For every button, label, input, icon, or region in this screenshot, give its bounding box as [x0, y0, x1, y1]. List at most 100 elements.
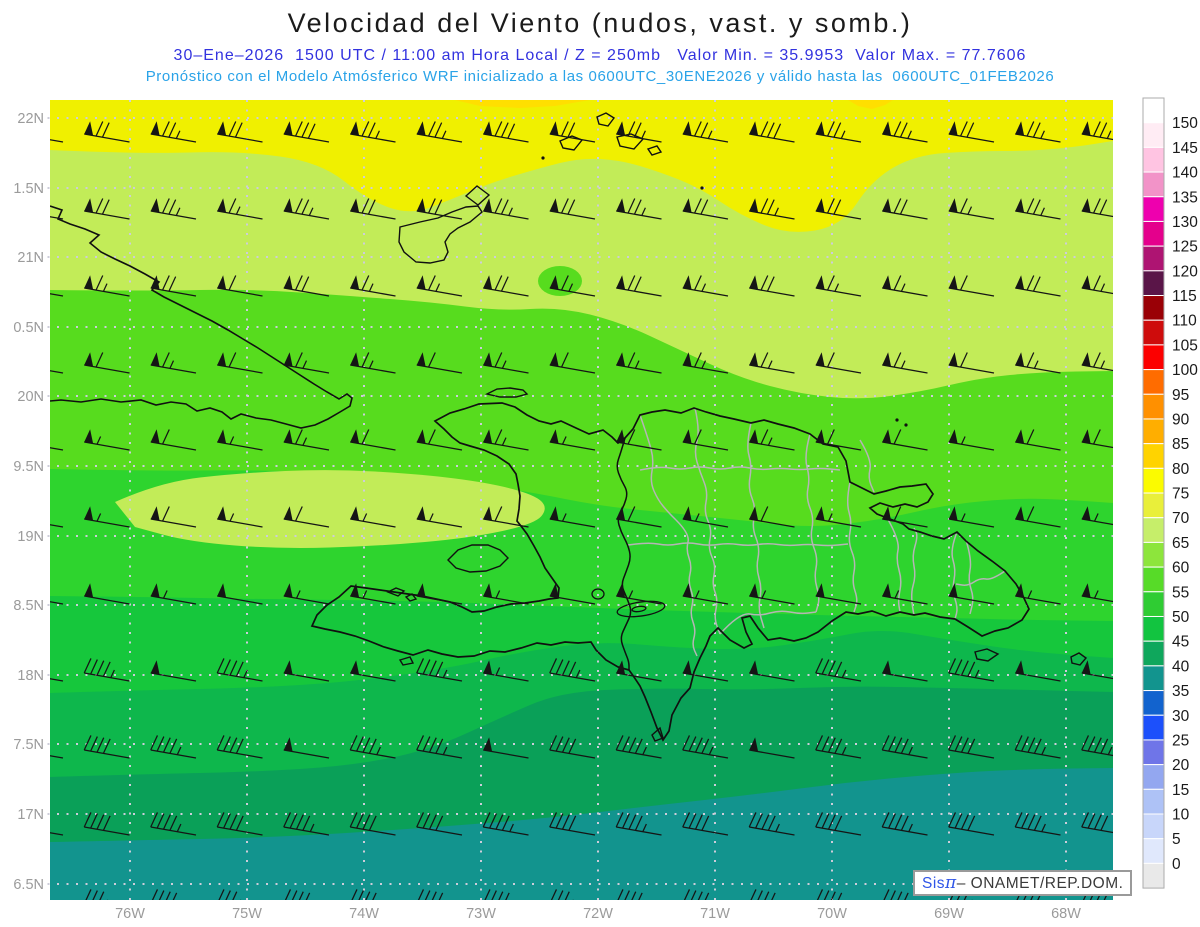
- slow-pocket: [538, 266, 582, 296]
- barb-pennant: [150, 429, 160, 444]
- barb-pennant: [18, 352, 27, 366]
- barb-pennant: [483, 429, 493, 444]
- barb-full: [438, 892, 444, 900]
- wind-barb: [617, 889, 643, 900]
- barb-pennant: [84, 352, 94, 367]
- wind-barb: [749, 583, 795, 605]
- barb-full: [301, 122, 310, 138]
- wind-barb: [1015, 583, 1061, 605]
- barb-half: [1100, 283, 1106, 292]
- barb-pennant: [483, 506, 493, 521]
- colorbar-cell: [1142, 615, 1165, 642]
- colorbar-tick-label: 35: [1172, 683, 1189, 700]
- wind-barb: [549, 658, 596, 682]
- barb-staff: [483, 826, 529, 836]
- barb-full: [356, 736, 364, 752]
- wind-barb: [484, 889, 510, 900]
- lake-outline: [616, 600, 666, 618]
- barb-full: [700, 199, 709, 215]
- wind-barb: [815, 429, 862, 451]
- barb-full: [356, 813, 364, 829]
- attribution-pi-logo: π: [945, 873, 957, 893]
- barb-staff: [50, 524, 64, 528]
- barb-half: [1106, 130, 1112, 139]
- wind-barb: [216, 812, 263, 836]
- wind-barb: [748, 812, 795, 836]
- barb-half: [509, 823, 514, 832]
- barb-full: [424, 890, 431, 900]
- barb-full: [422, 813, 431, 829]
- barb-full: [1026, 506, 1035, 522]
- province-border: [627, 542, 849, 547]
- barb-staff: [882, 904, 927, 912]
- barb-full: [701, 815, 710, 831]
- barb-full: [169, 738, 178, 754]
- wind-barb: [549, 352, 596, 374]
- barb-full: [549, 812, 558, 828]
- barb-half: [235, 206, 241, 215]
- barb-half: [175, 130, 181, 139]
- barb-full: [301, 276, 310, 292]
- map-title: Velocidad del Viento (nudos, vast. y som…: [287, 8, 913, 38]
- barb-full: [893, 506, 902, 522]
- colorbar-tick-label: 5: [1172, 831, 1181, 848]
- barb-half: [501, 360, 507, 369]
- barb-full: [172, 892, 178, 900]
- barb-pennant: [682, 583, 692, 598]
- barb-half: [707, 130, 713, 139]
- wind-barb: [150, 735, 197, 759]
- wind-barb: [616, 198, 662, 220]
- barb-half: [1100, 360, 1106, 369]
- lat-tick-label: 22N: [17, 111, 44, 127]
- barb-full: [372, 892, 377, 900]
- wind-barb: [284, 889, 311, 900]
- barb-full: [967, 738, 976, 754]
- wind-barb: [1081, 198, 1113, 218]
- barb-full: [361, 275, 370, 291]
- barb-full: [900, 738, 909, 754]
- wind-barb: [483, 121, 529, 143]
- wind-barb: [217, 275, 263, 297]
- barb-staff: [217, 287, 263, 297]
- colorbar-cell: [1142, 146, 1165, 173]
- barb-full: [361, 429, 370, 445]
- wind-barb: [84, 121, 130, 143]
- wind-barb: [150, 121, 197, 143]
- province-border: [859, 439, 875, 493]
- barb-full: [228, 121, 237, 137]
- barb-full: [428, 660, 437, 676]
- island-coastline: [398, 205, 483, 264]
- barb-pennant: [616, 198, 626, 213]
- barb-full: [1014, 812, 1023, 828]
- barb-staff: [217, 364, 263, 374]
- barb-full: [760, 198, 769, 214]
- barb-pennant: [84, 121, 94, 136]
- island-coastline: [559, 135, 584, 151]
- barb-full: [826, 275, 835, 291]
- barb-full: [30, 199, 37, 214]
- wind-barb: [682, 583, 729, 605]
- barb-pennant: [217, 352, 227, 367]
- barb-full: [693, 198, 702, 214]
- wind-barb: [483, 660, 529, 682]
- band-35-40: [50, 768, 1113, 900]
- wind-barb: [283, 275, 330, 297]
- barb-pennant: [815, 352, 825, 367]
- lat-tick-label: 8.5N: [13, 598, 44, 614]
- barb-full: [755, 813, 763, 829]
- wind-barb: [84, 429, 130, 451]
- barb-pennant: [815, 429, 825, 444]
- barb-full: [1026, 429, 1035, 445]
- barb-pennant: [416, 352, 426, 367]
- barb-half: [368, 283, 374, 292]
- lon-tick-label: 68W: [1051, 906, 1081, 922]
- barb-pennant: [18, 583, 27, 597]
- barb-full: [693, 429, 702, 445]
- barb-half: [642, 746, 647, 755]
- barb-staff: [217, 826, 263, 836]
- barb-full: [298, 891, 304, 900]
- wind-barb: [350, 352, 396, 374]
- barb-pennant: [948, 506, 958, 521]
- wind-barb: [417, 889, 444, 900]
- colorbar-tick-label: 135: [1172, 189, 1198, 206]
